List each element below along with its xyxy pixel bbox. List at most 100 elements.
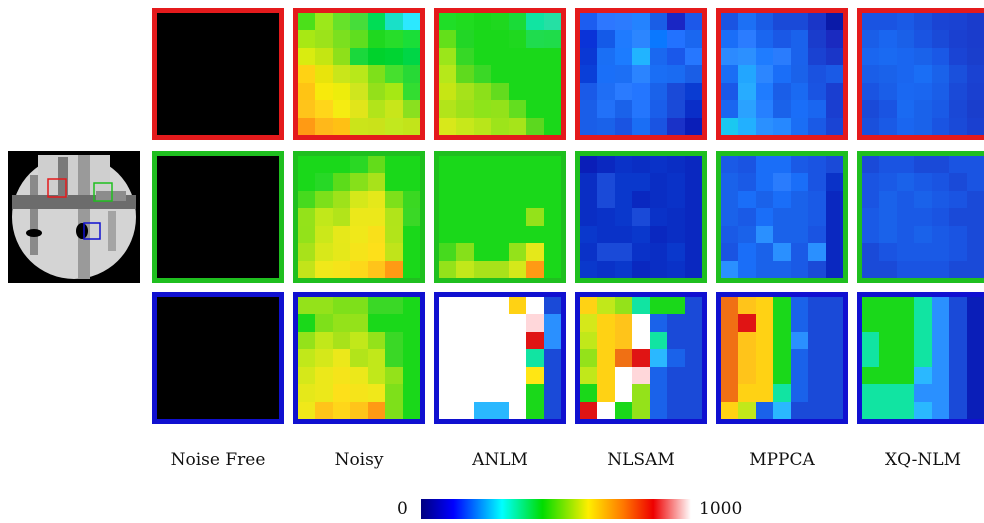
patch-pixel [157, 47, 175, 66]
patch-pixel [862, 47, 880, 66]
patch-pixel [402, 47, 420, 66]
patch-pixel [755, 30, 774, 48]
patch-pixel [597, 401, 615, 419]
patch-pixel [667, 208, 685, 226]
patch-pixel [209, 349, 227, 367]
patch-pixel [721, 208, 739, 226]
patch-pixel [966, 82, 984, 101]
patch-pixel [790, 47, 809, 66]
patch-pixel [931, 331, 950, 350]
patch-pixel [896, 314, 915, 332]
patch-pixel [773, 384, 791, 402]
patch-pixel [315, 82, 333, 101]
patch-pixel [684, 208, 702, 226]
patch-pixel [614, 349, 633, 367]
patch-pixel [684, 331, 702, 350]
patch-pixel [226, 349, 245, 367]
patch-pixel [439, 173, 457, 191]
patch-pixel [721, 13, 739, 31]
patch-pixel [456, 173, 474, 191]
patch-pixel [684, 190, 702, 209]
patch-pixel [543, 13, 561, 31]
patch-pixel [862, 190, 880, 209]
patch-pixel [862, 331, 880, 350]
patch-pixel [385, 314, 403, 332]
patch-pixel [684, 366, 702, 385]
patch-pixel [491, 297, 509, 315]
patch-pixel [244, 331, 262, 350]
patch-pixel [684, 156, 702, 174]
patch-pixel [684, 384, 702, 402]
patch-pixel [632, 190, 650, 209]
patch-pixels [721, 13, 843, 135]
patch-pixel [367, 13, 386, 31]
patch-pixel [174, 366, 192, 385]
patch-pixel [244, 173, 262, 191]
patch-pixel [773, 331, 791, 350]
patch-pixel [721, 225, 739, 244]
patch-pixel [721, 384, 739, 402]
patch-pixel [896, 100, 915, 118]
patch-pixel [632, 47, 650, 66]
patch-pixel [614, 331, 633, 350]
patch-pixel [473, 190, 492, 209]
patch-pixel [931, 47, 950, 66]
patch-pixel [439, 117, 457, 135]
patch-pixel [244, 401, 262, 419]
patch-pixel [526, 100, 544, 118]
patch-pixel [825, 297, 843, 315]
patch-pixel [402, 331, 420, 350]
patch-pixel [755, 331, 774, 350]
patch-pixel [209, 82, 227, 101]
patch-pixel [738, 117, 756, 135]
patch-pixel [491, 173, 509, 191]
patch-pixel [157, 100, 175, 118]
patch-nlsam-row-2 [575, 151, 707, 283]
patch-pixel [226, 314, 245, 332]
patch-pixel [543, 100, 561, 118]
patch-pixel [350, 225, 368, 244]
patch-pixel [298, 297, 316, 315]
patch-pixel [721, 100, 739, 118]
patch-pixel [298, 82, 316, 101]
patch-pixel [402, 100, 420, 118]
patch-pixel [879, 173, 897, 191]
patch-pixel [298, 384, 316, 402]
patch-pixel [755, 384, 774, 402]
patch-pixel [350, 65, 368, 83]
patch-pixel [244, 156, 262, 174]
patch-pixel [931, 13, 950, 31]
patch-pixel [439, 260, 457, 278]
patch-pixel [949, 65, 967, 83]
patch-pixel [473, 260, 492, 278]
patch-pixel [914, 243, 932, 261]
patch-pixel [862, 243, 880, 261]
patch-pixel [473, 30, 492, 48]
patch-pixel [597, 314, 615, 332]
patch-pixel [174, 65, 192, 83]
patch-pixel [914, 401, 932, 419]
patch-pixel [157, 260, 175, 278]
patch-pixel [808, 47, 826, 66]
patch-pixel [632, 30, 650, 48]
patch-pixel [896, 190, 915, 209]
patch-pixels [157, 156, 279, 278]
patch-pixel [649, 47, 668, 66]
patch-pixel [543, 225, 561, 244]
patch-pixel [526, 384, 544, 402]
patch-pixel [157, 366, 175, 385]
patch-pixel [862, 30, 880, 48]
patch-pixel [402, 349, 420, 367]
patch-pixel [174, 100, 192, 118]
patch-pixel [332, 100, 351, 118]
patch-pixel [896, 349, 915, 367]
patch-pixel [244, 47, 262, 66]
patch-pixel [261, 297, 279, 315]
patch-pixel [825, 190, 843, 209]
patch-pixel [966, 260, 984, 278]
patch-pixel [790, 401, 809, 419]
patch-pixel [209, 156, 227, 174]
patch-pixels [157, 13, 279, 135]
patch-pixel [580, 384, 598, 402]
patch-pixel [614, 65, 633, 83]
